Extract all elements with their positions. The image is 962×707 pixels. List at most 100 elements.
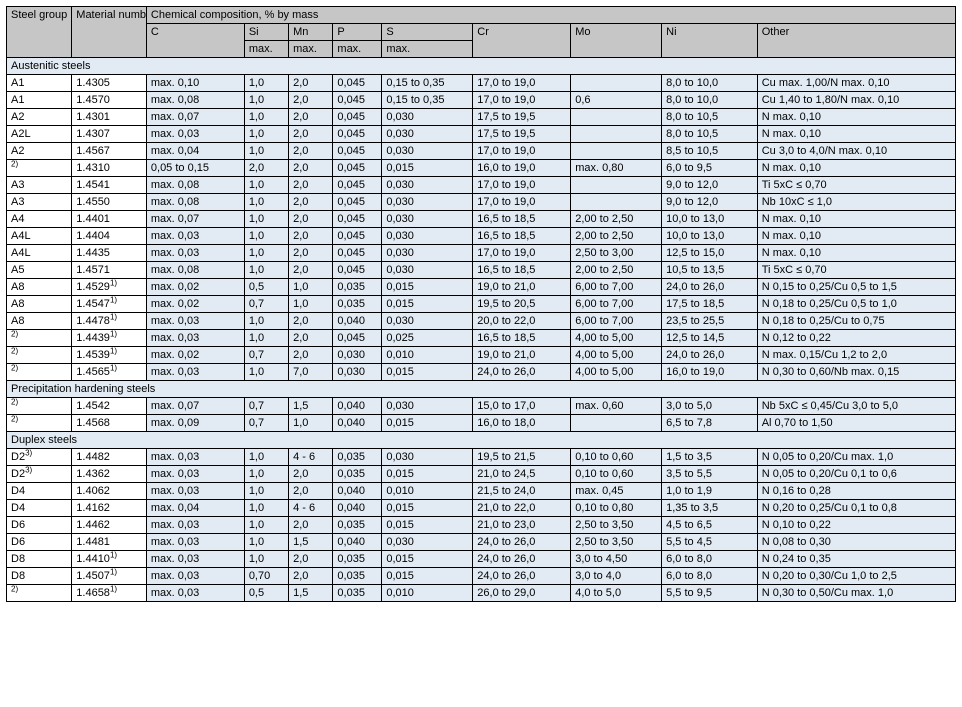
cell-mn: 1,0 [289,296,333,313]
cell-si: 1,0 [244,500,288,517]
cell-ni: 16,0 to 19,0 [662,364,758,381]
cell-cr: 24,0 to 26,0 [473,364,571,381]
section-title: Precipitation hardening steels [7,381,956,398]
cell-cr: 16,0 to 19,0 [473,160,571,177]
table-row: A4L1.4404max. 0,031,02,00,0450,03016,5 t… [7,228,956,245]
cell-mo: 0,10 to 0,60 [571,466,662,483]
cell-mo: 2,00 to 2,50 [571,228,662,245]
cell-other: Al 0,70 to 1,50 [757,415,955,432]
cell-p: 0,045 [333,245,382,262]
cell-steel-group: A1 [7,75,72,92]
cell-mo [571,109,662,126]
cell-other: Nb 5xC ≤ 0,45/Cu 3,0 to 5,0 [757,398,955,415]
col-c: C [146,24,244,58]
cell-other: N 0,18 to 0,25/Cu to 0,75 [757,313,955,330]
cell-cr: 17,5 to 19,5 [473,109,571,126]
cell-cr: 19,5 to 20,5 [473,296,571,313]
cell-ni: 1,35 to 3,5 [662,500,758,517]
table-row: 2)1.45391)max. 0,020,72,00,0300,01019,0 … [7,347,956,364]
cell-p: 0,035 [333,568,382,585]
cell-steel-group: A4 [7,211,72,228]
cell-material-number: 1.4481 [72,534,147,551]
cell-si: 0,70 [244,568,288,585]
col-s: S [382,24,473,41]
table-row: D41.4162max. 0,041,04 - 60,0400,01521,0 … [7,500,956,517]
cell-mn: 2,0 [289,347,333,364]
col-mn: Mn [289,24,333,41]
section-header: Austenitic steels [7,58,956,75]
cell-ni: 8,0 to 10,5 [662,126,758,143]
cell-mo: 6,00 to 7,00 [571,296,662,313]
cell-s: 0,030 [382,228,473,245]
cell-cr: 17,5 to 19,5 [473,126,571,143]
cell-cr: 17,0 to 19,0 [473,194,571,211]
cell-c: max. 0,03 [146,534,244,551]
cell-s: 0,025 [382,330,473,347]
cell-ni: 17,5 to 18,5 [662,296,758,313]
col-si: Si [244,24,288,41]
cell-s: 0,030 [382,262,473,279]
cell-other: Ti 5xC ≤ 0,70 [757,262,955,279]
cell-steel-group: 2) [7,585,72,602]
cell-p: 0,035 [333,585,382,602]
table-row: D61.4481max. 0,031,01,50,0400,03024,0 to… [7,534,956,551]
table-row: D23)1.4362max. 0,031,02,00,0350,01521,0 … [7,466,956,483]
cell-other: Nb 10xC ≤ 1,0 [757,194,955,211]
cell-steel-group: A2L [7,126,72,143]
cell-cr: 16,5 to 18,5 [473,330,571,347]
cell-cr: 21,0 to 23,0 [473,517,571,534]
cell-c: max. 0,07 [146,398,244,415]
cell-si: 1,0 [244,330,288,347]
cell-p: 0,040 [333,483,382,500]
cell-other: N 0,08 to 0,30 [757,534,955,551]
cell-si: 1,0 [244,517,288,534]
cell-steel-group: A4L [7,245,72,262]
cell-cr: 20,0 to 22,0 [473,313,571,330]
cell-c: max. 0,07 [146,109,244,126]
cell-steel-group: A4L [7,228,72,245]
cell-si: 1,0 [244,449,288,466]
cell-ni: 4,5 to 6,5 [662,517,758,534]
cell-si: 1,0 [244,177,288,194]
table-row: A31.4550max. 0,081,02,00,0450,03017,0 to… [7,194,956,211]
cell-steel-group: A8 [7,313,72,330]
steel-composition-table: Steel group Material number Chemical com… [6,6,956,602]
table-row: 2)1.4542max. 0,070,71,50,0400,03015,0 to… [7,398,956,415]
cell-c: max. 0,09 [146,415,244,432]
cell-s: 0,030 [382,398,473,415]
cell-p: 0,040 [333,313,382,330]
cell-steel-group: A5 [7,262,72,279]
cell-c: max. 0,02 [146,279,244,296]
cell-mo: 2,00 to 2,50 [571,211,662,228]
cell-material-number: 1.4568 [72,415,147,432]
cell-mn: 2,0 [289,126,333,143]
cell-si: 1,0 [244,143,288,160]
cell-c: max. 0,04 [146,500,244,517]
table-row: D23)1.4482max. 0,031,04 - 60,0350,03019,… [7,449,956,466]
cell-p: 0,040 [333,500,382,517]
cell-s: 0,015 [382,296,473,313]
cell-c: max. 0,03 [146,568,244,585]
cell-c: max. 0,08 [146,194,244,211]
cell-s: 0,030 [382,534,473,551]
cell-s: 0,015 [382,415,473,432]
cell-p: 0,035 [333,517,382,534]
cell-p: 0,045 [333,143,382,160]
cell-mn: 2,0 [289,92,333,109]
cell-other: N max. 0,10 [757,160,955,177]
cell-c: max. 0,08 [146,177,244,194]
cell-steel-group: A2 [7,109,72,126]
cell-steel-group: D6 [7,517,72,534]
cell-c: max. 0,03 [146,551,244,568]
cell-other: N 0,20 to 0,30/Cu 1,0 to 2,5 [757,568,955,585]
cell-mn: 2,0 [289,517,333,534]
cell-mo: 2,50 to 3,50 [571,534,662,551]
cell-si: 2,0 [244,160,288,177]
cell-s: 0,015 [382,466,473,483]
cell-si: 0,7 [244,415,288,432]
cell-material-number: 1.4541 [72,177,147,194]
cell-cr: 17,0 to 19,0 [473,92,571,109]
cell-s: 0,030 [382,109,473,126]
cell-material-number: 1.44781) [72,313,147,330]
cell-si: 1,0 [244,534,288,551]
